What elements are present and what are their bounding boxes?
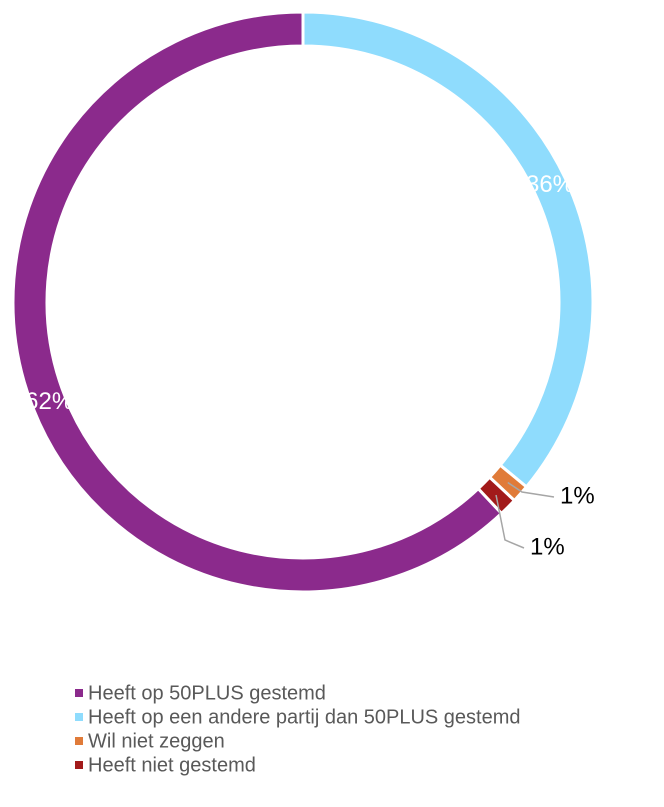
legend-swatch	[75, 689, 83, 697]
legend-swatch	[75, 737, 83, 745]
donut-slice	[301, 10, 595, 489]
legend-label: Heeft op 50PLUS gestemd	[88, 682, 326, 704]
data-label: 36%	[526, 171, 574, 198]
data-label: 1%	[530, 533, 565, 560]
legend-label: Heeft niet gestemd	[88, 754, 256, 776]
data-label: 1%	[560, 482, 595, 509]
leader-line	[507, 481, 555, 498]
leader-line	[495, 494, 525, 549]
legend-label: Heeft op een andere partij dan 50PLUS ge…	[88, 706, 521, 728]
donut-slice	[11, 10, 504, 594]
legend-swatch	[75, 713, 83, 721]
legend-swatch	[75, 761, 83, 769]
data-label: 62%	[25, 388, 73, 415]
legend-label: Wil niet zeggen	[88, 730, 225, 752]
